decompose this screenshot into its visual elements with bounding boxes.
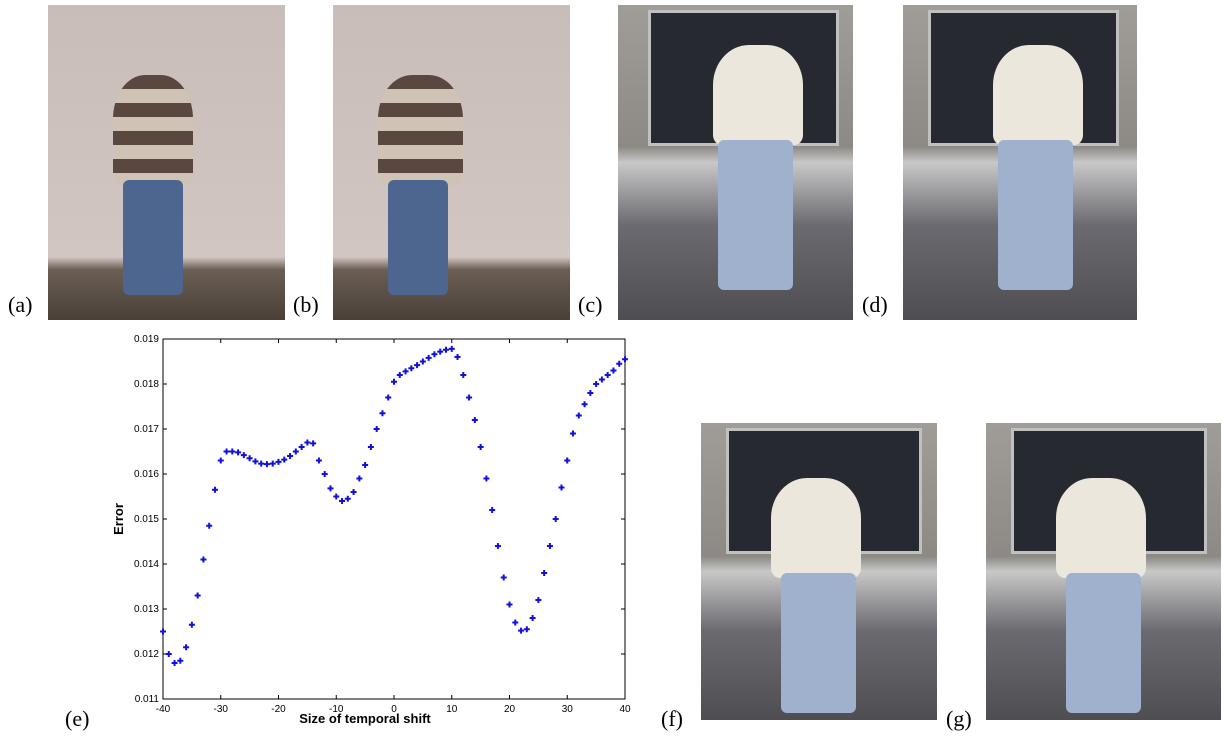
chart: Size of temporal shift Error -40 -30 -20 -1… bbox=[0, 0, 660, 745]
x-tick-label: -10 bbox=[329, 704, 344, 715]
photo bbox=[986, 423, 1221, 720]
y-tick-label: 0.015 bbox=[134, 514, 159, 525]
panel-label: (f) bbox=[661, 706, 683, 732]
y-tick-label: 0.016 bbox=[134, 469, 159, 480]
x-tick-label: 10 bbox=[446, 704, 458, 715]
x-tick-label: 40 bbox=[619, 704, 631, 715]
x-tick-label: -20 bbox=[271, 704, 286, 715]
x-tick-label: -30 bbox=[214, 704, 229, 715]
y-tick-label: 0.011 bbox=[135, 694, 160, 705]
y-axis-label: Error bbox=[111, 503, 126, 535]
photo bbox=[903, 5, 1137, 320]
y-tick-label: 0.014 bbox=[134, 559, 159, 570]
y-tick-label: 0.018 bbox=[134, 379, 159, 390]
panel-label: (d) bbox=[862, 292, 888, 318]
y-tick-label: 0.019 bbox=[134, 334, 159, 345]
photo bbox=[701, 423, 937, 720]
x-tick-label: -40 bbox=[156, 704, 171, 715]
figure: {"panel_labels": ["(a)", "(b)", "(c)", "… bbox=[0, 0, 1223, 745]
x-tick-label: 30 bbox=[562, 704, 574, 715]
panel-label: (g) bbox=[946, 706, 972, 732]
y-tick-label: 0.012 bbox=[134, 649, 159, 660]
y-tick-label: 0.013 bbox=[134, 604, 159, 615]
x-axis-label: Size of temporal shift bbox=[299, 711, 431, 726]
x-tick-label: 0 bbox=[391, 704, 397, 715]
y-tick-label: 0.017 bbox=[134, 424, 159, 435]
x-tick-label: 20 bbox=[504, 704, 516, 715]
